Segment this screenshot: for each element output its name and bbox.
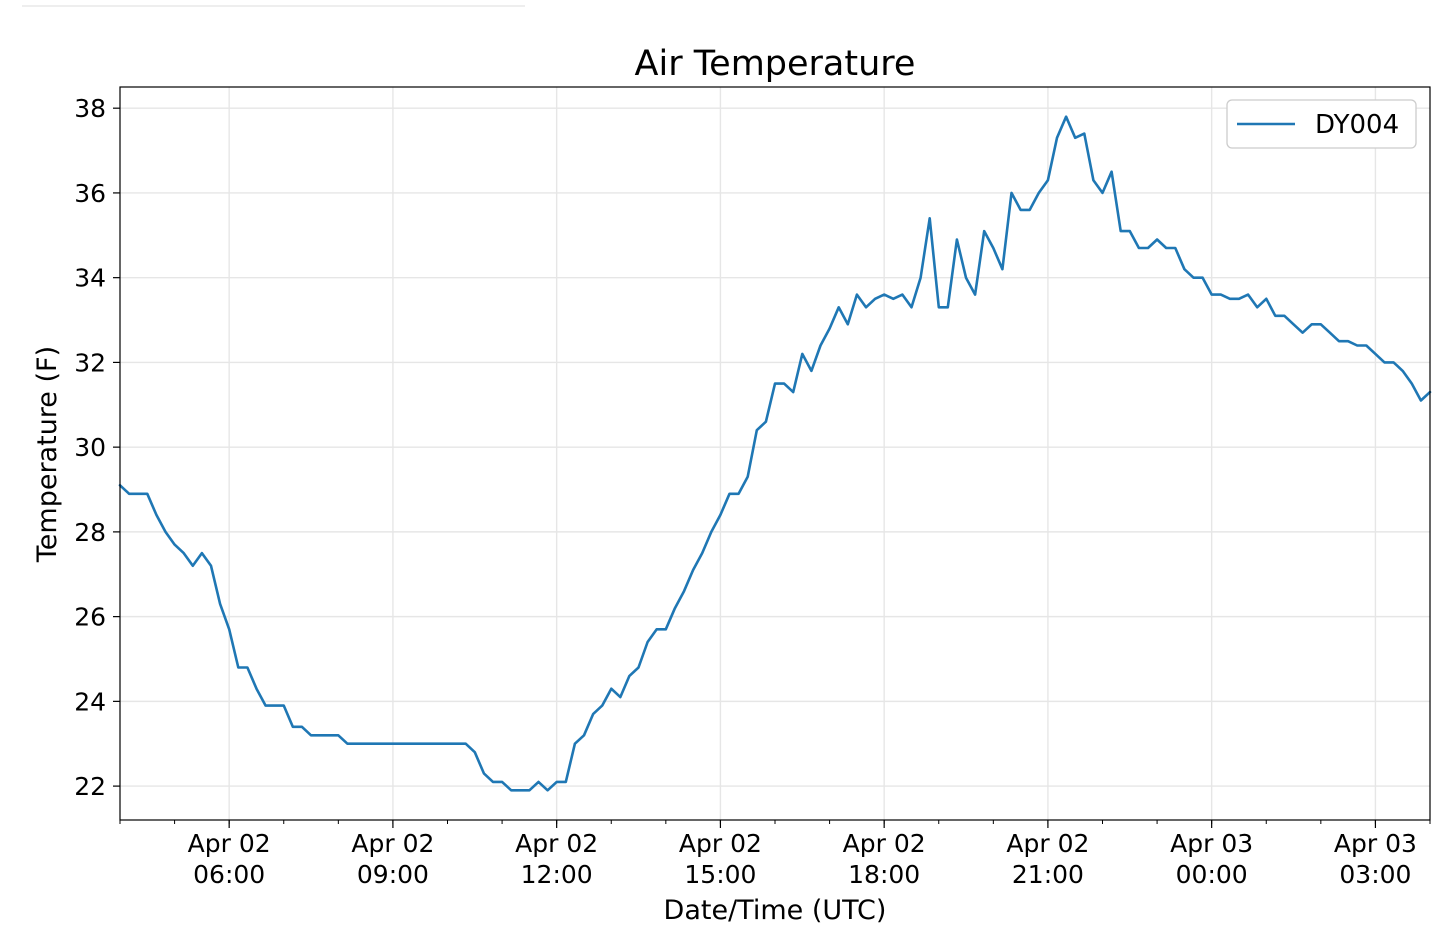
y-tick-label: 34: [74, 264, 106, 293]
x-tick-label-time: 06:00: [193, 860, 265, 889]
y-tick-label: 32: [74, 348, 106, 377]
legend: DY004: [1226, 99, 1417, 149]
x-tick-label-time: 00:00: [1176, 860, 1248, 889]
series-layer: [118, 115, 1432, 792]
legend-box: [1226, 99, 1417, 149]
y-tick-label: 22: [74, 772, 106, 801]
x-tick-label-date: Apr 02: [843, 829, 926, 858]
y-tick-label: 26: [74, 603, 106, 632]
x-tick-label-date: Apr 02: [679, 829, 762, 858]
x-tick-label-date: Apr 02: [351, 829, 434, 858]
x-tick-label-date: Apr 03: [1170, 829, 1253, 858]
plot-frame: [119, 86, 1431, 821]
chart-title: Air Temperature: [635, 44, 916, 84]
x-tick-label-time: 21:00: [1012, 860, 1084, 889]
x-tick-label-time: 18:00: [848, 860, 920, 889]
x-tick-label-time: 12:00: [521, 860, 593, 889]
top-divider: [22, 5, 525, 7]
x-tick-label-time: 15:00: [684, 860, 756, 889]
y-tick-label: 38: [74, 94, 106, 123]
y-axis-label: Temperature (F): [32, 346, 63, 563]
y-tick-label: 30: [74, 433, 106, 462]
y-tick-label: 28: [74, 518, 106, 547]
legend-label-dy004: DY004: [1315, 110, 1399, 140]
y-tick-label: 24: [74, 687, 106, 716]
x-tick-label-time: 09:00: [357, 860, 429, 889]
x-axis-label: Date/Time (UTC): [664, 895, 887, 926]
x-tick-label-time: 03:00: [1339, 860, 1411, 889]
x-tick-label-date: Apr 02: [515, 829, 598, 858]
x-tick-label-date: Apr 02: [188, 829, 271, 858]
series-line-dy004: [118, 115, 1432, 792]
y-tick-label: 36: [74, 179, 106, 208]
x-tick-label-date: Apr 02: [1006, 829, 1089, 858]
grid: [120, 87, 1430, 820]
x-tick-label-date: Apr 03: [1334, 829, 1417, 858]
